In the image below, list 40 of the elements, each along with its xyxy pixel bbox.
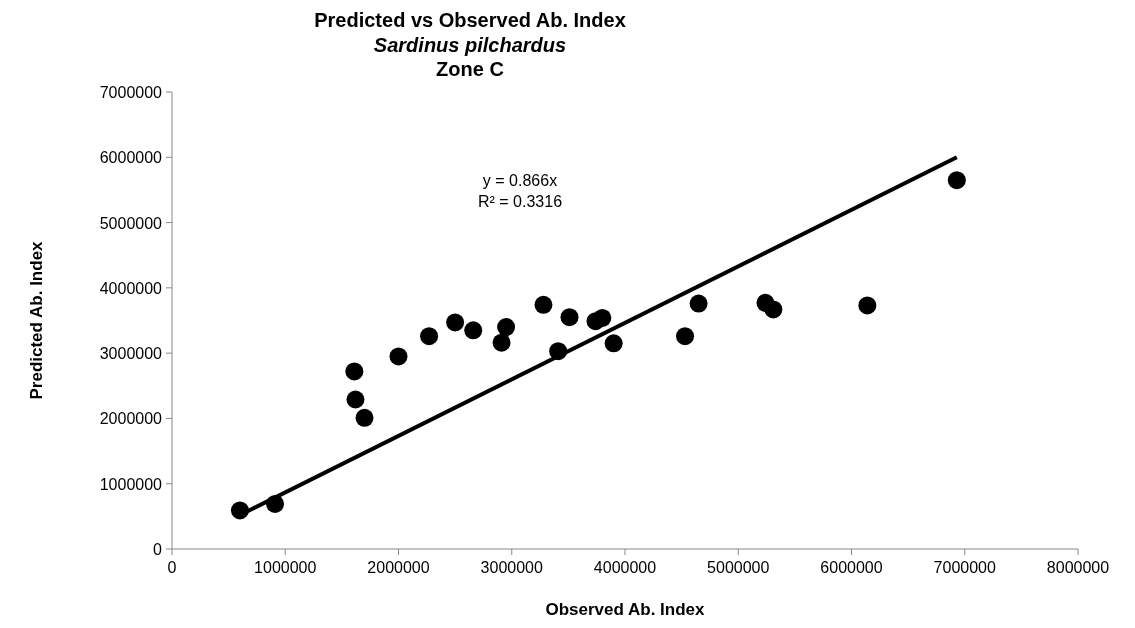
point: [420, 327, 439, 346]
annotation: y = 0.866x R² = 0.3316: [477, 172, 563, 210]
point: [593, 308, 612, 327]
point: [560, 308, 579, 327]
chart-title: Predicted vs Observed Ab. Index: [314, 9, 626, 31]
x-tick-label: 0: [167, 559, 177, 576]
x-tick-label: 5000000: [707, 559, 770, 576]
point: [497, 318, 516, 337]
point: [492, 333, 511, 352]
x-tick-label: 7000000: [933, 559, 996, 576]
point: [764, 300, 783, 319]
point: [534, 295, 553, 314]
point: [464, 321, 483, 340]
x-tick-label: 8000000: [1046, 559, 1110, 576]
x-tick-label: 1000000: [254, 559, 317, 576]
point: [676, 327, 695, 346]
point: [858, 296, 877, 315]
x-tick-label: 3000000: [480, 559, 543, 576]
x-axis-title: Observed Ab. Index: [545, 600, 706, 619]
y-axis-title: Predicted Ab. Index: [27, 240, 46, 400]
y-tick-label: 7000000: [99, 84, 163, 101]
point: [446, 313, 465, 332]
y-tick-label: 2000000: [99, 410, 163, 428]
point: [355, 408, 374, 427]
y-tick-label: 6000000: [99, 149, 163, 167]
y-tick-label: 4000000: [99, 279, 163, 297]
chart-subtitle: Sardinus pilchardus Zone C: [373, 34, 567, 80]
x-tick-label: 2000000: [367, 559, 430, 576]
point: [689, 294, 708, 313]
point: [345, 362, 364, 381]
y-tick-label: 5000000: [99, 214, 163, 232]
point: [346, 390, 365, 409]
point: [947, 171, 966, 190]
y-tick-label: 0: [153, 541, 163, 558]
x-tick-label: 4000000: [593, 559, 657, 576]
point: [389, 347, 408, 366]
y-tick-label: 1000000: [99, 475, 163, 493]
point: [604, 334, 623, 353]
x-tick-label: 6000000: [820, 559, 883, 576]
y-tick-label: 3000000: [99, 345, 163, 363]
